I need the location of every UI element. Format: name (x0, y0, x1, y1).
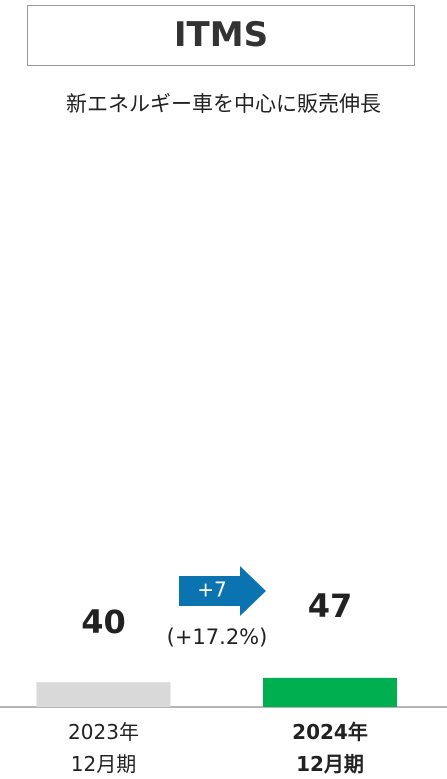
value-label: 40 (81, 603, 126, 641)
value-label: 47 (308, 587, 353, 625)
x-tick-label: 2024年 12月期 (292, 720, 368, 776)
bar (36, 682, 171, 707)
x-tick-label: 2023年 12月期 (68, 720, 139, 776)
change-label: +7 (197, 578, 226, 602)
chart-title: ITMS (27, 5, 415, 66)
bar (263, 677, 397, 707)
chart-subtitle: 新エネルギー車を中心に販売伸長 (66, 92, 381, 116)
change-arrow (179, 566, 266, 616)
change-pct-label: (+17.2%) (167, 625, 268, 649)
